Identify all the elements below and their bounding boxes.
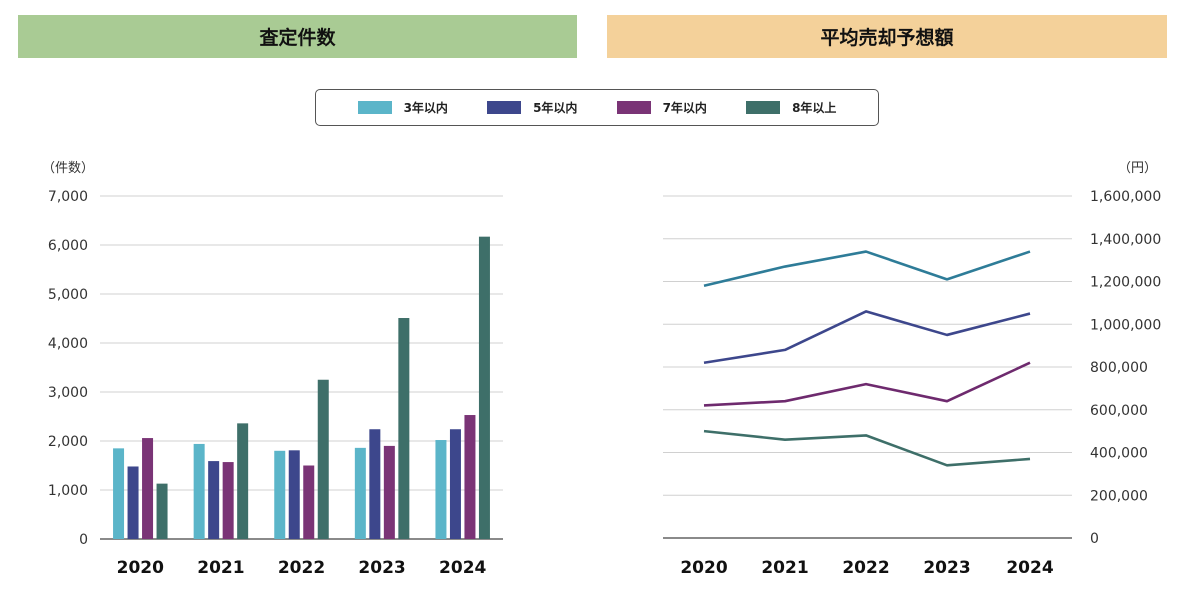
- price-line-3: [703, 361, 1031, 407]
- legend-item-3yr: 3年以内: [357, 99, 448, 116]
- price-y-tick: 800,000: [1090, 360, 1148, 376]
- legend-swatch-3yr: [357, 101, 392, 114]
- legend-item-8yr: 8年以上: [746, 99, 836, 116]
- count-bar: [274, 450, 286, 539]
- count-bar: [193, 443, 205, 539]
- count-x-label: 2022: [278, 558, 325, 578]
- count-y-unit: （件数）: [42, 161, 94, 176]
- legend-item-5yr: 5年以内: [487, 99, 577, 116]
- legend-item-7yr: 7年以内: [616, 99, 707, 116]
- count-x-label: 2024: [439, 558, 486, 578]
- count-bar: [113, 448, 125, 539]
- price-y-unit: （円）: [1118, 161, 1157, 176]
- count-bar: [208, 461, 220, 539]
- count-bar: [383, 445, 395, 539]
- count-y-tick: 6,000: [48, 238, 88, 254]
- price-x-label: 2020: [680, 558, 727, 578]
- count-y-tick: 1,000: [48, 483, 88, 499]
- legend-label-7yr: 7年以内: [662, 101, 707, 115]
- count-y-tick: 0: [79, 532, 88, 548]
- count-bar: [398, 318, 410, 539]
- legend-swatch-8yr: [746, 101, 781, 114]
- price-x-label: 2023: [923, 558, 970, 578]
- count-bar: [156, 483, 168, 539]
- count-bar: [369, 429, 381, 539]
- price-x-label: 2024: [1006, 558, 1053, 578]
- price-x-label: 2021: [761, 558, 808, 578]
- count-x-label: 2023: [358, 558, 405, 578]
- count-y-tick: 4,000: [48, 336, 88, 352]
- price-y-tick: 600,000: [1090, 403, 1148, 419]
- price-y-tick: 200,000: [1090, 488, 1148, 504]
- legend-label-3yr: 3年以内: [403, 101, 448, 115]
- count-bar: [435, 440, 447, 539]
- price-line-2: [703, 310, 1031, 365]
- count-x-label: 2020: [117, 558, 164, 578]
- price-y-tick: 0: [1090, 531, 1099, 547]
- count-y-tick: 5,000: [48, 287, 88, 303]
- count-bar: [354, 447, 366, 539]
- price-y-tick: 1,000,000: [1090, 317, 1161, 333]
- count-y-tick: 2,000: [48, 434, 88, 450]
- price-line-1: [703, 250, 1031, 288]
- legend-swatch-5yr: [487, 101, 522, 114]
- price-y-tick: 400,000: [1090, 446, 1148, 462]
- count-bar: [142, 438, 154, 539]
- count-bar: [317, 379, 329, 539]
- count-bar: [449, 429, 461, 539]
- count-bar: [237, 423, 249, 539]
- legend-swatch-7yr: [616, 101, 651, 114]
- price-line-4: [703, 429, 1031, 467]
- price-y-tick: 1,400,000: [1090, 232, 1161, 248]
- count-y-tick: 7,000: [48, 189, 88, 205]
- count-chart-title: 査定件数: [18, 15, 577, 58]
- legend-label-5yr: 5年以内: [533, 101, 578, 115]
- price-y-tick: 1,200,000: [1090, 275, 1161, 291]
- count-bar: [478, 236, 490, 540]
- legend: 3年以内 5年以内 7年以内 8年以上: [315, 89, 879, 126]
- count-y-tick: 3,000: [48, 385, 88, 401]
- legend-label-8yr: 8年以上: [792, 101, 837, 115]
- count-bar: [222, 462, 234, 539]
- count-bar: [288, 450, 300, 539]
- count-x-label: 2021: [197, 558, 244, 578]
- count-bar: [303, 465, 315, 539]
- price-chart-title: 平均売却予想額: [607, 15, 1167, 58]
- count-bar: [127, 466, 139, 539]
- count-bar: [464, 415, 476, 539]
- price-x-label: 2022: [842, 558, 889, 578]
- price-y-tick: 1,600,000: [1090, 189, 1161, 205]
